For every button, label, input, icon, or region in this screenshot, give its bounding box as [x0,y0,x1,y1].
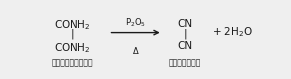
Text: P$_2$O$_5$: P$_2$O$_5$ [125,17,146,29]
Text: + 2H$_2$O: + 2H$_2$O [212,26,253,40]
Text: CN: CN [178,41,193,51]
Text: ऑक्सैमाइड: ऑक्सैमाइड [52,58,93,67]
Text: सायनोजन: सायनोजन [169,58,201,67]
Text: |: | [71,29,74,39]
Text: |: | [183,29,187,39]
Text: $\Delta$: $\Delta$ [132,45,139,56]
Text: CN: CN [178,19,193,29]
Text: CONH$_2$: CONH$_2$ [54,41,91,55]
Text: CONH$_2$: CONH$_2$ [54,19,91,32]
